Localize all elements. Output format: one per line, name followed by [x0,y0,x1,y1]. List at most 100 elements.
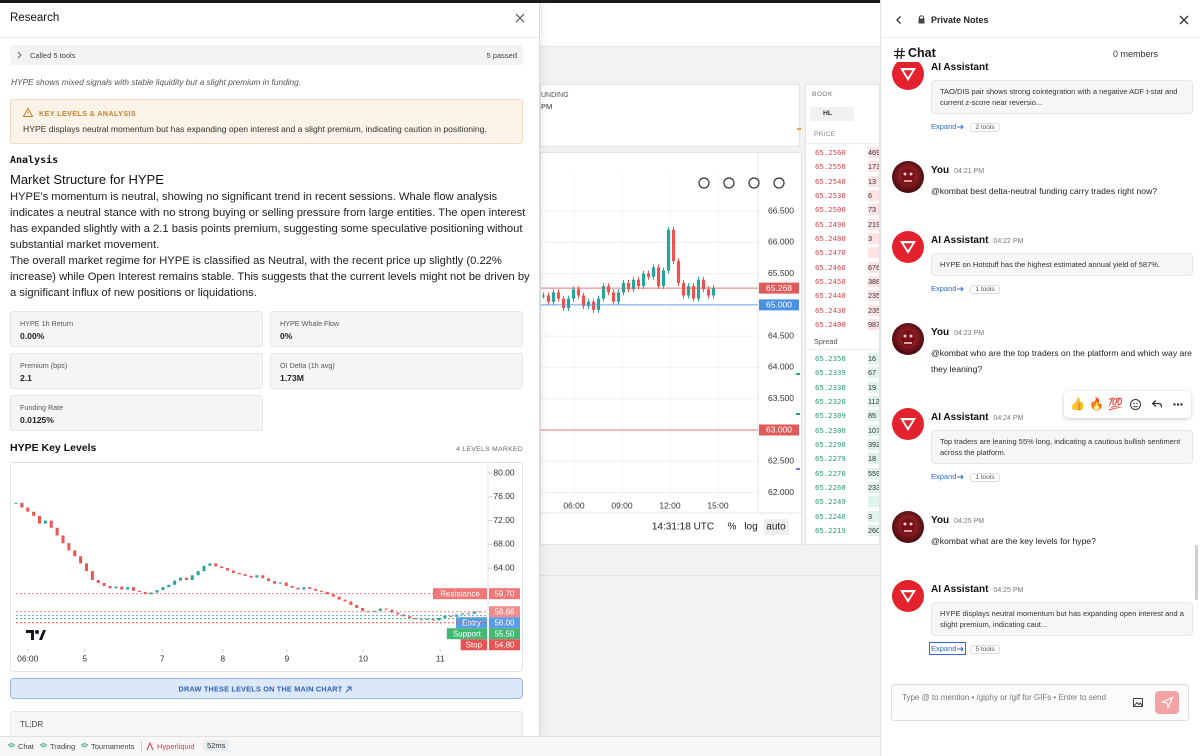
timestamp: 04:23 PM [954,330,985,337]
toolbar-icon[interactable] [698,177,710,189]
candle [472,611,476,614]
message-header: You 04:25 PM [931,513,1193,526]
author: AI Assistant [931,584,989,595]
expand-link[interactable]: Expand [931,284,965,293]
candle [449,615,453,617]
book-price: 65.2219 [815,525,846,535]
toolbar-icon[interactable] [773,177,785,189]
divider [881,37,1200,38]
chart-time: 14:31:18 UTC [652,522,714,533]
panel-title: Research [10,12,60,24]
level-value-box [489,606,520,618]
price-label: 65.268 [766,283,792,293]
status-tab[interactable]: Chat [18,742,34,751]
candle [691,286,696,299]
price-label-box [759,424,799,436]
candle [208,563,212,566]
close-icon[interactable] [515,13,525,23]
depth-bar [868,496,879,508]
candle [249,575,253,578]
side-marker [797,128,801,130]
draw-levels-button[interactable]: DRAW THESE LEVELS ON THE MAIN CHART [10,678,523,699]
scale-option[interactable]: auto [766,522,786,533]
tool-call-toggle[interactable]: Called 5 tools 5 passed [10,45,523,65]
candle [155,590,159,593]
x-tick-label: 12:00 [659,500,681,510]
y-tick-label: 64.000 [768,362,794,372]
candle [349,601,353,605]
scale-option[interactable]: % [728,522,737,533]
level-value: 54.80 [494,640,515,649]
x-tick-label: 09:00 [611,500,633,510]
level-name-box [456,617,487,629]
chevron-icon [17,51,22,59]
reaction[interactable]: 💯 [1108,397,1123,411]
source-toggle[interactable]: HL [810,107,854,121]
book-size: 85 [868,411,877,421]
status-tab[interactable]: Tournaments [91,742,135,751]
metric-card: HYPE 1h Return 0.00% [10,311,263,347]
candle [179,577,182,581]
depth-bar [868,232,879,244]
candle [108,585,112,589]
status-tab[interactable]: Trading [50,742,76,751]
candle [290,585,294,588]
avatar [892,580,924,612]
icon-shape [515,13,525,23]
candle [676,261,681,283]
message: You 04:23 PM @kombat who are the top trade… [931,325,1193,377]
candle [278,582,282,584]
y-tick-label: 64.00 [493,562,515,572]
metric-value: 1.73M [280,373,304,383]
candle [686,286,691,296]
y-tick-label: 80.00 [493,467,515,477]
arrow-icon [957,124,965,130]
toolbar-icon[interactable] [723,177,735,189]
expand-link[interactable]: Expand [931,472,965,481]
expand-label: Expand [931,472,957,481]
book-price: 65.2490 [815,219,846,229]
candle [616,292,621,302]
candle [576,289,581,296]
reaction[interactable]: 🔥 [1089,397,1104,411]
candle [167,584,171,588]
candle [601,286,606,299]
candle [566,298,571,309]
avatar [892,62,924,90]
message: You 04:21 PM @kombat best delta-neutral fu… [931,163,1193,199]
price-label-box [759,299,799,311]
toolbar-icon[interactable] [748,177,760,189]
book-price: 65.2240 [815,511,846,521]
user-message: @kombat best delta-neutral funding carry… [931,186,1158,196]
candle [425,618,429,620]
arrow-icon [957,286,965,292]
expand-link[interactable]: Expand [931,122,965,131]
candle [61,535,65,544]
candle [419,619,423,621]
icon-shape [909,334,913,338]
price-chart: 66.500 66.000 65.500 65.000 64.500 64.000 63.5… [541,153,803,535]
close-icon[interactable] [1179,15,1189,25]
funding-card: UNDING PM [540,84,800,147]
metric-value: 2.1 [20,373,32,383]
level-value-box [489,617,520,629]
icon-shape [1133,402,1135,405]
assistant-bubble: TAO/DIS pair shows strong cointegration … [931,80,1193,114]
message-input[interactable]: Type @ to mention • /giphy or /gif for G… [891,684,1189,721]
candle [20,502,24,508]
book-price: 65.2300 [815,425,846,435]
book-size: 469 [868,148,880,157]
scale-option[interactable]: log [744,522,757,533]
back-icon[interactable] [896,16,901,24]
timestamp: 04:25 PM [954,518,985,525]
candle [196,571,200,576]
icon-shape [894,47,905,60]
candle [556,292,561,299]
expand-link[interactable]: Expand [928,642,967,655]
candle [302,587,306,590]
send-button[interactable] [1155,691,1179,714]
reaction[interactable]: 👍 [1070,397,1085,411]
metric-card: Premium (bps) 2.1 [10,353,263,389]
book-price: 65.2339 [815,368,846,378]
